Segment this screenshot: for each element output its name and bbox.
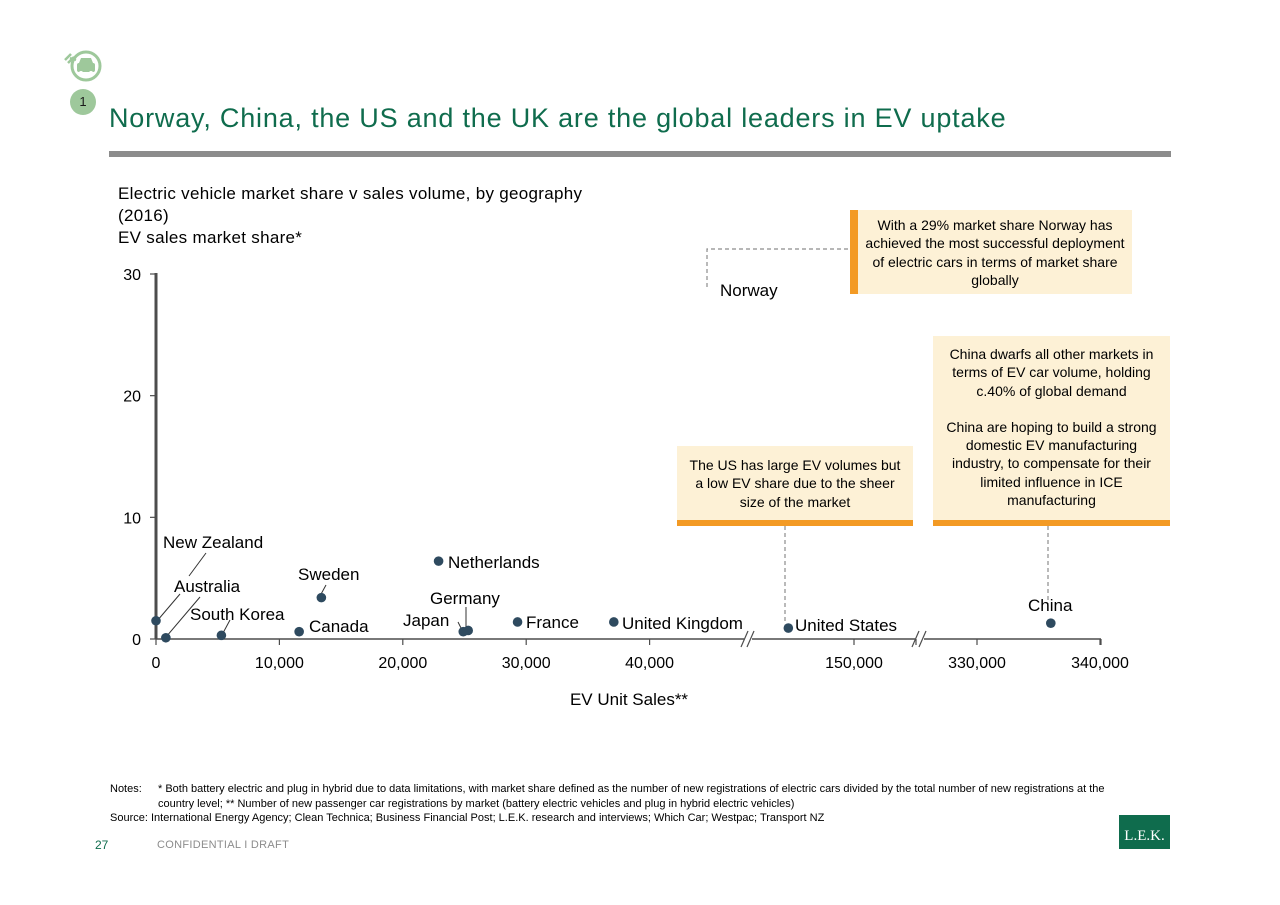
- label-sweden: Sweden: [298, 565, 359, 584]
- notes-text: * Both battery electric and plug in hybr…: [158, 783, 1105, 810]
- label-united-kingdom: United Kingdom: [622, 614, 743, 633]
- callout-us-accent: [677, 520, 913, 526]
- point-sweden: [316, 592, 327, 603]
- y-tick-label: 0: [132, 632, 141, 649]
- source-text: Source: International Energy Agency; Cle…: [110, 812, 825, 824]
- callout-china: China dwarfs all other markets in terms …: [933, 336, 1170, 520]
- x-tick-label: 0: [152, 655, 161, 672]
- label-netherlands: Netherlands: [448, 553, 540, 572]
- chart-axes: [154, 273, 1101, 648]
- page-number: 27: [95, 838, 109, 852]
- label-germany: Germany: [430, 589, 500, 608]
- leader-lines: [156, 552, 467, 638]
- callout-china-text-2: China are hoping to build a strong domes…: [946, 418, 1157, 509]
- section-badge: 1: [70, 89, 96, 115]
- callout-china-text-1: China dwarfs all other markets in terms …: [949, 346, 1154, 399]
- callout-norway-text: With a 29% market share Norway has achie…: [865, 217, 1125, 288]
- point-china: [1046, 618, 1056, 628]
- page-title: Norway, China, the US and the UK are the…: [109, 103, 1007, 133]
- x-axis-title: EV Unit Sales**: [570, 690, 688, 709]
- x-tick-label: 20,000: [378, 655, 427, 672]
- x-tick-label: 30,000: [502, 655, 551, 672]
- label-south-korea: South Korea: [190, 605, 285, 624]
- label-canada: Canada: [309, 617, 369, 636]
- callout-china-accent: [933, 520, 1170, 526]
- callout-united-states: The US has large EV volumes but a low EV…: [677, 446, 913, 520]
- point-canada: [294, 626, 304, 637]
- label-japan: Japan: [403, 611, 449, 630]
- label-norway: Norway: [720, 281, 778, 300]
- y-tick-label: 20: [123, 389, 141, 406]
- data-points: [151, 556, 1056, 643]
- chart-title-line2: (2016): [118, 206, 169, 225]
- chart-title-line1: Electric vehicle market share v sales vo…: [118, 184, 583, 203]
- label-france: France: [526, 613, 579, 632]
- y-tick-label: 10: [123, 510, 141, 527]
- data-labels: New Zealand Australia South Korea Canada Swe…: [163, 281, 1073, 636]
- point-new-zealand: [151, 615, 161, 626]
- x-tick-label: 330,000: [948, 655, 1006, 672]
- x-tick-label: 10,000: [255, 655, 304, 672]
- point-united-states: [783, 623, 794, 633]
- x-tick-label: 340,000: [1071, 655, 1129, 672]
- lek-logo: L.E.K.: [1119, 815, 1170, 849]
- callout-us-text: The US has large EV volumes but a low EV…: [689, 457, 901, 510]
- y-tick-label: 30: [123, 267, 141, 284]
- label-china: China: [1028, 596, 1073, 615]
- point-united-kingdom: [609, 617, 619, 627]
- notes-label: Notes:: [110, 783, 142, 795]
- callout-connectors: [706, 248, 1049, 624]
- callout-norway-accent: [850, 210, 858, 294]
- axis-ticks: 0 10 20 30 0 10,000 20,000 30,000 40,000 150,000 3…: [123, 267, 1129, 672]
- footnotes: Notes: * Both battery electric and plug …: [110, 782, 1120, 826]
- callout-norway: With a 29% market share Norway has achie…: [850, 210, 1132, 294]
- axis-break-1: [740, 630, 755, 648]
- x-tick-label: 150,000: [825, 655, 883, 672]
- label-australia: Australia: [174, 577, 241, 596]
- point-australia: [161, 632, 171, 643]
- point-germany: [463, 625, 474, 636]
- point-netherlands: [433, 556, 444, 566]
- label-united-states: United States: [795, 616, 897, 635]
- chart-title: Electric vehicle market share v sales vo…: [118, 183, 658, 249]
- point-france: [512, 617, 523, 627]
- label-new-zealand: New Zealand: [163, 533, 263, 552]
- title-divider: [109, 151, 1171, 157]
- x-tick-label: 40,000: [625, 655, 674, 672]
- confidentiality-label: CONFIDENTIAL I DRAFT: [157, 839, 290, 851]
- y-axis-label: EV sales market share*: [118, 228, 303, 247]
- point-south-korea: [216, 630, 227, 641]
- electric-car-plug-icon: [62, 48, 104, 84]
